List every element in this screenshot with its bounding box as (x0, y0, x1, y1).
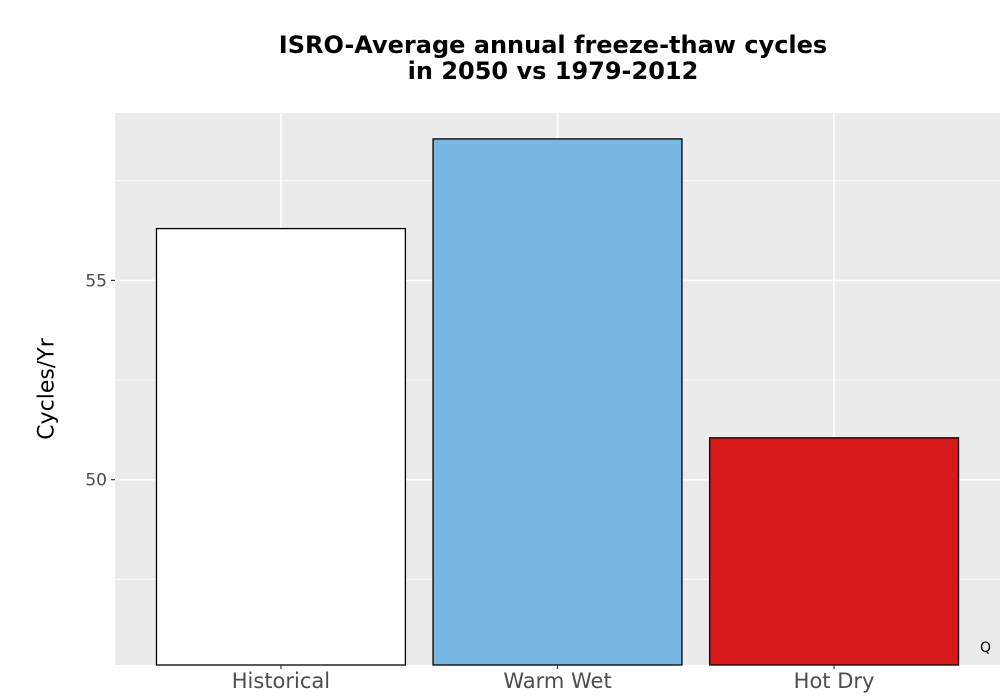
bar-hot-dry (708, 437, 960, 666)
bar-historical (155, 227, 407, 666)
chart-title-line-2: in 2050 vs 1979-2012 (407, 57, 699, 85)
x-tick-label: Hot Dry (794, 669, 875, 693)
x-tick-label: Warm Wet (503, 669, 611, 693)
chart-title-line-1: ISRO-Average annual freeze-thaw cycles (278, 31, 828, 59)
x-tick-label: Historical (232, 669, 330, 693)
corner-mark: Q (980, 640, 992, 656)
y-tick-label: 55 (85, 271, 107, 291)
bar-warm-wet (432, 138, 683, 666)
y-tick-label: 50 (85, 471, 107, 491)
